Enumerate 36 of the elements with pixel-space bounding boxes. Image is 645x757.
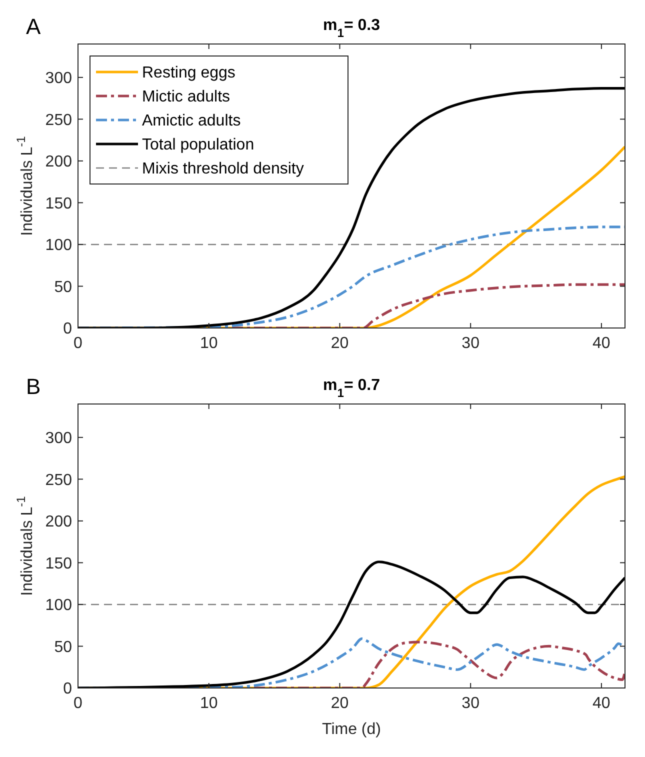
y-tick-label: 0 [63,320,72,338]
legend-label: Resting eggs [142,64,236,82]
y-tick-label: 300 [45,70,72,88]
y-tick-label: 250 [45,472,72,489]
y-tick-label: 100 [45,597,72,614]
text: A [26,14,41,39]
line-series [78,560,625,688]
x-tick-label: 0 [74,695,83,712]
y-tick-label: 250 [45,112,72,129]
x-tick-label: 0 [74,335,83,352]
x-tick-label: 10 [200,695,218,712]
y-tick-label: 200 [45,154,72,171]
x-tick-label: 30 [462,695,480,712]
y-tick-label: 200 [45,514,72,531]
line-series [78,86,625,328]
y-tick-label: 150 [45,195,72,212]
chart-title: m$_{1}$= 0.7 [323,377,380,400]
legend-label: Amictic adults [142,112,241,130]
y-tick-label: 300 [45,430,72,448]
x-tick-label: 10 [200,335,218,352]
legend-label: Mixis threshold density [142,160,304,178]
x-tick-label: 20 [330,335,349,352]
y-tick-label: 150 [45,555,72,572]
y-tick-label: 50 [54,638,72,656]
text: B [26,374,41,399]
chart-title: m$_{1}$= 0.3 [323,17,380,40]
x-tick-label: 40 [592,335,610,352]
legend-label: Mictic adults [142,88,230,106]
y-tick-label: 0 [63,680,72,698]
x-tick-label: 20 [330,695,349,712]
x-axis-title: Time (d) [322,721,381,738]
x-tick-label: 40 [592,695,610,712]
legend-label: Total population [142,136,254,154]
y-tick-label: 100 [45,237,72,254]
y-tick-label: 50 [54,278,72,296]
x-tick-label: 30 [462,335,480,352]
